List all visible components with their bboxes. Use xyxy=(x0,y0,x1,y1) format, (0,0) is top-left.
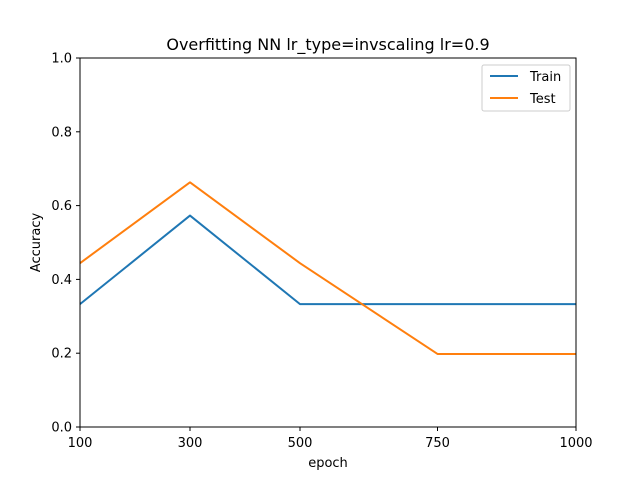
x-axis: 100 300 500 750 1000 xyxy=(68,427,593,451)
series-layer xyxy=(79,181,576,355)
y-axis: 0.0 0.2 0.4 0.6 0.8 1.0 xyxy=(51,52,80,436)
legend-label-train: Train xyxy=(529,70,561,85)
x-tick-label: 100 xyxy=(68,436,93,451)
y-tick-label: 0.0 xyxy=(51,421,72,436)
x-axis-label: epoch xyxy=(308,456,348,471)
y-tick-label: 1.0 xyxy=(51,52,72,67)
x-tick-label: 300 xyxy=(178,436,203,451)
series-line-train xyxy=(79,214,576,306)
y-tick-label: 0.4 xyxy=(51,273,72,288)
plot-frame xyxy=(79,57,577,428)
y-axis-label: Accuracy xyxy=(29,213,44,273)
y-tick-label: 0.2 xyxy=(51,347,72,362)
x-tick-label: 1000 xyxy=(559,436,592,451)
series-line-test xyxy=(79,181,576,355)
x-tick-label: 750 xyxy=(425,436,450,451)
legend: Train Test xyxy=(481,64,571,112)
legend-label-test: Test xyxy=(529,92,556,107)
x-tick-label: 500 xyxy=(288,436,313,451)
y-tick-label: 0.8 xyxy=(51,125,72,140)
y-tick-label: 0.6 xyxy=(51,199,72,214)
chart-title: Overfitting NN lr_type=invscaling lr=0.9 xyxy=(166,35,489,55)
